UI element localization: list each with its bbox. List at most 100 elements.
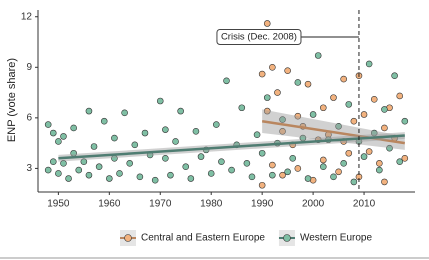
point: [136, 173, 144, 181]
confidence-band: [262, 109, 405, 150]
point: [177, 107, 184, 115]
annotation-box: [216, 28, 302, 45]
x-tick-label: 2000: [302, 199, 325, 210]
point: [126, 160, 134, 167]
point: [370, 96, 378, 103]
point: [258, 70, 266, 78]
y-tick-label: 3: [26, 163, 32, 174]
point: [253, 131, 261, 139]
point: [192, 128, 200, 135]
point: [156, 97, 164, 105]
point: [309, 111, 317, 118]
point: [243, 160, 251, 167]
point: [304, 175, 312, 182]
y-axis-label: ENP (vote share): [6, 58, 18, 142]
point: [60, 133, 67, 140]
point: [294, 79, 302, 86]
point: [75, 166, 83, 174]
point: [95, 163, 103, 171]
point: [49, 129, 57, 137]
legend-label: Western Europe: [300, 233, 373, 244]
point: [258, 181, 266, 189]
point: [44, 121, 52, 128]
point: [381, 106, 388, 113]
point: [330, 94, 337, 101]
point: [314, 52, 322, 59]
point: [85, 171, 93, 179]
point: [55, 170, 62, 177]
point: [304, 80, 312, 88]
point: [65, 175, 72, 182]
point: [187, 175, 195, 182]
point: [263, 94, 271, 101]
x-tick-label: 1950: [47, 199, 70, 210]
point: [213, 121, 220, 128]
y-tick-label: 9: [26, 62, 32, 73]
point: [269, 161, 276, 169]
point: [284, 67, 291, 74]
point: [350, 178, 358, 186]
point: [284, 168, 291, 176]
point: [258, 149, 266, 157]
legend-marker: [283, 234, 291, 242]
point: [274, 89, 281, 96]
point: [263, 20, 271, 27]
fit-line: [58, 134, 405, 160]
point: [401, 154, 409, 162]
x-tick-label: 2010: [353, 199, 376, 210]
legend-label: Central and Eastern Europe: [141, 233, 265, 244]
point: [381, 178, 388, 186]
point: [376, 160, 383, 167]
y-tick-label: 12: [21, 11, 33, 22]
point: [319, 163, 327, 171]
point: [340, 160, 347, 167]
point: [116, 170, 123, 177]
point: [350, 117, 358, 125]
point: [279, 116, 286, 123]
x-tick-label: 1970: [149, 199, 172, 210]
point: [365, 60, 373, 68]
point: [60, 160, 67, 167]
point: [345, 149, 353, 157]
point: [360, 153, 368, 160]
x-tick-label: 1990: [251, 199, 274, 210]
point: [263, 107, 271, 115]
point: [162, 154, 169, 162]
fit-line: [261, 119, 406, 145]
point: [207, 170, 215, 177]
point: [294, 165, 302, 172]
point: [55, 138, 62, 145]
point: [289, 154, 297, 162]
point: [106, 175, 113, 182]
point: [70, 124, 77, 132]
point: [100, 117, 108, 125]
point: [218, 158, 225, 165]
point: [162, 126, 169, 133]
point: [248, 173, 256, 181]
point: [90, 143, 98, 150]
point: [182, 163, 190, 171]
point: [294, 112, 302, 120]
point: [131, 141, 139, 149]
point: [167, 171, 174, 179]
point: [340, 75, 347, 83]
point: [381, 124, 388, 132]
x-tick-label: 1960: [98, 199, 121, 210]
point: [44, 166, 52, 174]
point: [49, 158, 57, 165]
point: [396, 158, 404, 165]
point: [279, 128, 286, 135]
point: [172, 138, 179, 145]
point: [279, 171, 286, 179]
point: [85, 107, 93, 115]
y-tick-label: 6: [26, 112, 32, 123]
point: [335, 122, 342, 130]
point: [80, 158, 88, 165]
point: [151, 176, 159, 184]
point: [238, 104, 246, 112]
point: [376, 166, 383, 174]
point: [197, 153, 205, 160]
point: [386, 144, 393, 152]
point: [396, 92, 404, 100]
